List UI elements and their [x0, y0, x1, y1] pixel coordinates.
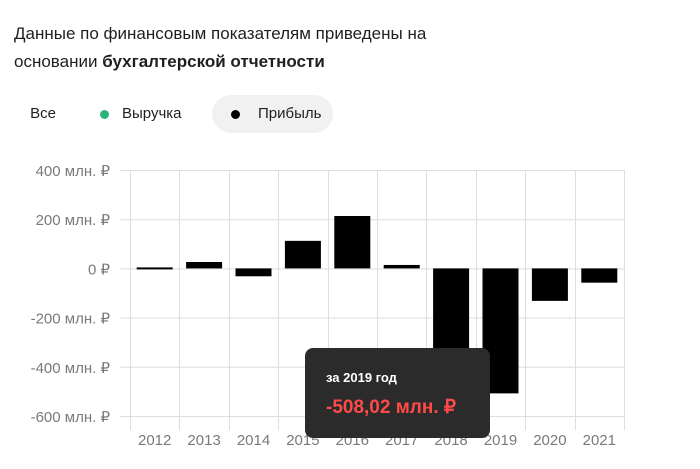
revenue-dot-icon	[100, 110, 109, 119]
x-tick-label: 2012	[138, 432, 171, 449]
filter-revenue-label: Выручка	[122, 105, 182, 122]
x-tick-label: 2019	[484, 432, 517, 449]
y-tick-label: 400 млн. ₽	[36, 163, 111, 180]
x-tick-label: 2021	[583, 432, 616, 449]
tooltip-value: -508,02 млн. ₽	[326, 397, 456, 418]
bar-2017	[383, 264, 420, 269]
chart-tooltip: за 2019 год -508,02 млн. ₽	[305, 348, 490, 438]
filter-all-label: Все	[30, 105, 56, 122]
filter-all-button[interactable]: Все	[14, 95, 72, 133]
filter-revenue-button[interactable]: Выручка	[84, 95, 202, 133]
bar-2021	[581, 268, 618, 283]
bar-2012	[136, 267, 173, 270]
x-tick-label: 2013	[187, 432, 220, 449]
bar-2015	[284, 240, 321, 269]
bar-2014	[235, 268, 272, 277]
bar-2013	[186, 262, 223, 269]
y-tick-label: -400 млн. ₽	[31, 360, 111, 377]
y-tick-label: -200 млн. ₽	[31, 311, 111, 328]
intro-bold: бухгалтерской отчетности	[102, 52, 325, 71]
y-tick-label: -600 млн. ₽	[31, 409, 111, 426]
bar-2016	[334, 216, 371, 269]
tooltip-label: за 2019 год	[326, 370, 397, 385]
profit-dot-icon	[231, 110, 240, 119]
y-tick-label: 0 ₽	[88, 261, 111, 278]
intro-regular: Данные по финансовым показателям приведе…	[14, 24, 427, 71]
bar-2020	[531, 268, 568, 301]
intro-text: Данные по финансовым показателям приведе…	[14, 20, 474, 76]
filter-profit-label: Прибыль	[258, 105, 322, 122]
x-tick-label: 2020	[533, 432, 566, 449]
filter-profit-button[interactable]: Прибыль	[212, 95, 333, 133]
y-tick-label: 200 млн. ₽	[36, 212, 111, 229]
x-tick-label: 2014	[237, 432, 270, 449]
